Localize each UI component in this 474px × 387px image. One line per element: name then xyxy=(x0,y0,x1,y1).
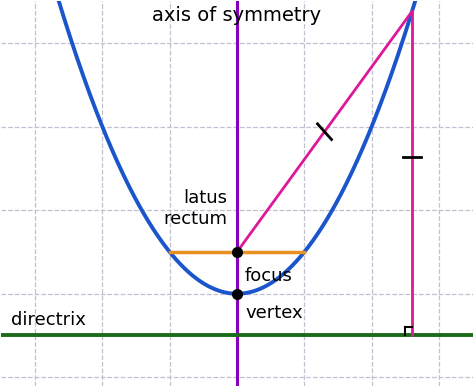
Text: axis of symmetry: axis of symmetry xyxy=(153,5,321,24)
Text: latus
rectum: latus rectum xyxy=(163,189,227,228)
Text: directrix: directrix xyxy=(11,311,86,329)
Text: vertex: vertex xyxy=(245,304,303,322)
Text: focus: focus xyxy=(245,267,293,285)
